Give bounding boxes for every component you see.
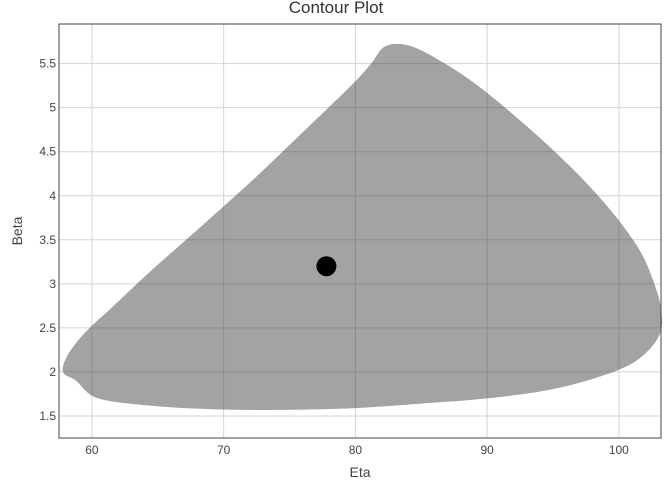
estimate-point <box>316 256 337 277</box>
y-axis-title: Beta <box>9 216 25 245</box>
y-tick-label: 2.5 <box>39 321 56 335</box>
plot-frame <box>58 23 662 439</box>
y-tick-label: 3 <box>49 277 56 291</box>
y-tick-label: 5.5 <box>39 57 56 71</box>
y-tick-label: 1.5 <box>39 409 56 423</box>
x-tick-label: 70 <box>217 443 231 457</box>
y-tick-label: 2 <box>49 365 56 379</box>
contour-region <box>62 43 663 411</box>
y-tick-label: 4 <box>49 189 56 203</box>
point-layer <box>316 256 337 277</box>
x-tick-label: 100 <box>609 443 629 457</box>
contour-layer <box>62 43 663 411</box>
y-tick-label: 3.5 <box>39 233 56 247</box>
chart-title: Contour Plot <box>289 0 384 17</box>
x-tick-labels: 60 70 80 90 100 <box>85 443 629 457</box>
x-axis-title: Eta <box>349 464 370 480</box>
x-tick-label: 90 <box>480 443 494 457</box>
y-tick-labels: 1.5 2 2.5 3 3.5 4 4.5 5 5.5 <box>39 57 56 423</box>
y-tick-label: 4.5 <box>39 145 56 159</box>
x-tick-label: 80 <box>349 443 363 457</box>
y-tick-label: 5 <box>49 101 56 115</box>
x-tick-label: 60 <box>85 443 99 457</box>
